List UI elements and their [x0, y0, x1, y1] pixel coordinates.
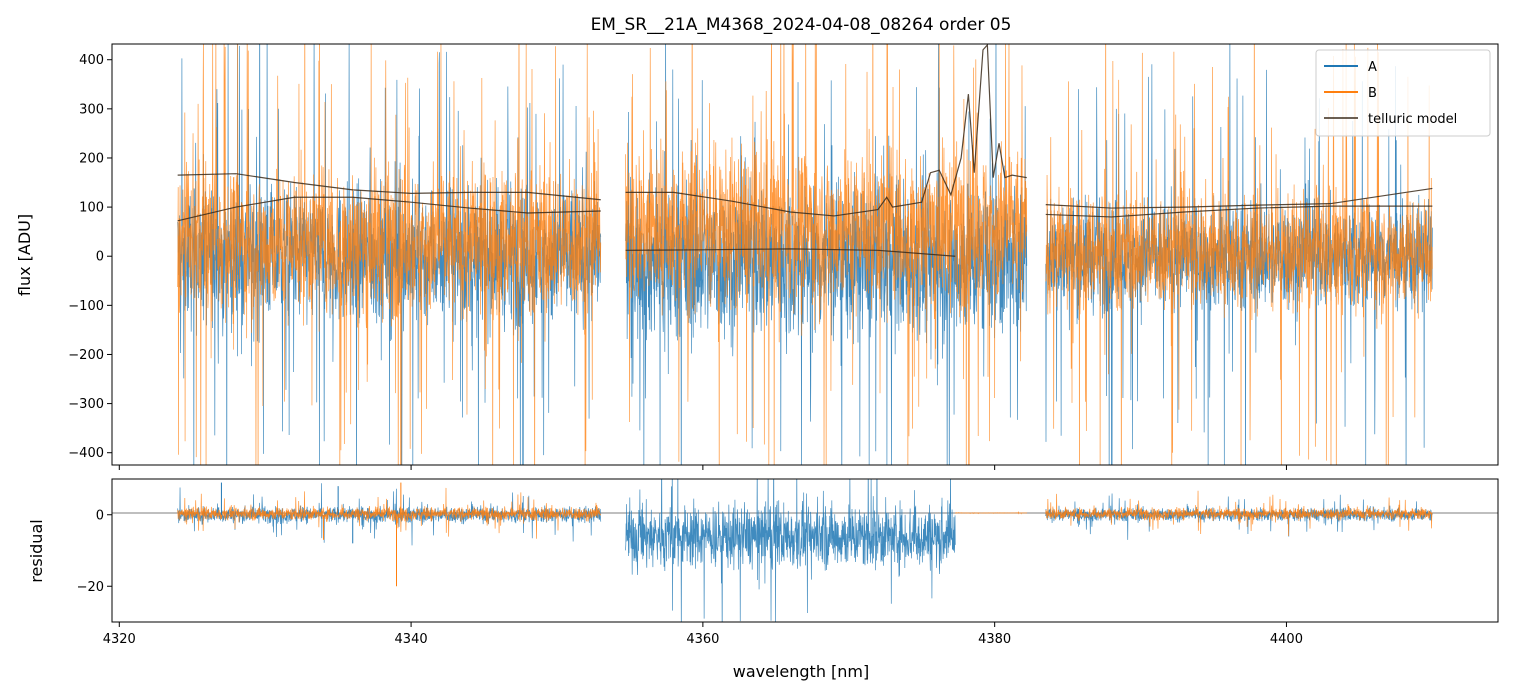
residual-panel: 0 −20 4320 4340 4360 4380 4400 residual wavel…: [27, 478, 1499, 681]
residual-x-ticks: 4320 4340 4360 4380 4400: [103, 622, 1303, 647]
flux-x-ticks: [118, 465, 1287, 470]
residual-data: [112, 479, 1498, 622]
legend-box: [1315, 49, 1491, 137]
flux-y-tick-label: −200: [68, 348, 104, 363]
chart-title: EM_SR__21A_M4368_2024-04-08_08264 order …: [591, 15, 1012, 35]
residual-a-segment-3: [625, 479, 956, 622]
series-b-segment-2: [625, 44, 1028, 465]
residual-b-segment-2: [177, 487, 602, 539]
flux-y-tick-label: −100: [68, 299, 104, 314]
flux-y-ticks: 400 300 200 100 0 −100 −200 −300 −400: [68, 53, 112, 461]
telluric-model-line-4: [625, 248, 956, 257]
flux-y-tick-label: 300: [79, 102, 104, 117]
flux-y-tick-label: −400: [68, 446, 104, 461]
flux-y-tick-label: 100: [79, 201, 104, 216]
residual-b-segment-6: [1045, 490, 1433, 536]
telluric-model-line-6: [1045, 205, 1433, 218]
residual-panel-frame: [111, 478, 1499, 623]
x-tick-label: 4320: [103, 632, 136, 647]
flux-panel: 400 300 200 100 0 −100 −200 −300 −400 flux [ADU]…: [15, 43, 1499, 470]
residual-y-ticks: 0 −20: [77, 508, 112, 595]
telluric-model-line-2: [177, 196, 601, 222]
x-axis-label: wavelength [nm]: [733, 662, 870, 681]
residual-y-label: residual: [27, 519, 46, 582]
telluric-model-line-3: [625, 44, 1027, 217]
flux-y-tick-label: 200: [79, 151, 104, 166]
flux-y-tick-label: 0: [96, 250, 104, 265]
series-b-segment-1: [177, 44, 602, 465]
flux-y-tick-label: 400: [79, 53, 104, 68]
residual-b-segment-4: [955, 510, 1027, 515]
x-tick-label: 4380: [978, 632, 1011, 647]
telluric-model-line-5: [1045, 187, 1433, 209]
x-tick-label: 4360: [686, 632, 719, 647]
residual-y-tick-label: −20: [77, 580, 104, 595]
residual-y-tick-label: 0: [96, 508, 104, 523]
flux-panel-frame: [111, 43, 1499, 466]
legend-a-label: A: [1368, 60, 1377, 75]
flux-y-label: flux [ADU]: [15, 214, 34, 296]
flux-data: [177, 44, 1433, 465]
legend-telluric-label: telluric model: [1368, 112, 1457, 127]
legend-b-label: B: [1368, 86, 1377, 101]
flux-y-tick-label: −300: [68, 397, 104, 412]
legend: A B telluric model: [1315, 49, 1491, 137]
x-tick-label: 4400: [1270, 632, 1303, 647]
telluric-model-line-1: [177, 173, 601, 201]
x-tick-label: 4340: [395, 632, 428, 647]
